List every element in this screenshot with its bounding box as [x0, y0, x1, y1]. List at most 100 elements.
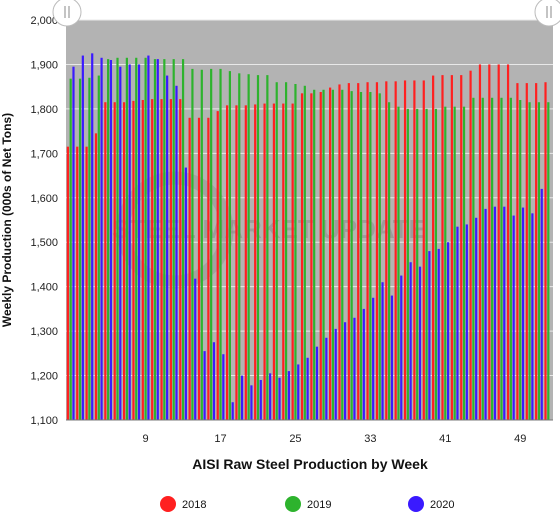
bar-2018[interactable]: [179, 99, 182, 421]
bar-2018[interactable]: [300, 93, 304, 420]
bar-2018[interactable]: [141, 100, 144, 420]
bar-2019[interactable]: [519, 100, 522, 420]
bar-2020[interactable]: [456, 226, 459, 420]
bar-2019[interactable]: [219, 68, 222, 420]
bar-2019[interactable]: [256, 75, 260, 421]
bar-2018[interactable]: [450, 75, 453, 421]
bar-2019[interactable]: [97, 75, 100, 420]
bar-2019[interactable]: [472, 97, 475, 420]
bar-2019[interactable]: [537, 102, 541, 420]
bar-2020[interactable]: [297, 364, 300, 420]
bar-2018[interactable]: [263, 103, 266, 420]
bar-2019[interactable]: [341, 89, 344, 420]
bar-2019[interactable]: [388, 102, 391, 420]
bar-2018[interactable]: [506, 64, 510, 420]
bar-2020[interactable]: [231, 402, 234, 420]
bar-2019[interactable]: [406, 108, 409, 420]
bar-2019[interactable]: [275, 82, 278, 420]
bar-2018[interactable]: [329, 87, 332, 420]
bar-2018[interactable]: [310, 93, 313, 420]
bar-2019[interactable]: [107, 59, 110, 421]
bar-2019[interactable]: [369, 92, 372, 420]
bar-2019[interactable]: [509, 97, 512, 420]
legend-item-2019[interactable]: 2019: [285, 496, 331, 512]
bar-2018[interactable]: [291, 103, 294, 420]
bar-2018[interactable]: [207, 117, 210, 420]
bar-2020[interactable]: [222, 354, 225, 420]
bar-2020[interactable]: [250, 385, 253, 420]
bar-2020[interactable]: [381, 282, 384, 420]
bar-2018[interactable]: [347, 83, 350, 421]
bar-2020[interactable]: [521, 207, 525, 420]
bar-2018[interactable]: [151, 99, 154, 421]
bar-2019[interactable]: [303, 85, 306, 420]
bar-2019[interactable]: [210, 68, 213, 420]
bar-2020[interactable]: [109, 60, 113, 420]
bar-2018[interactable]: [76, 146, 79, 421]
bar-2020[interactable]: [72, 66, 75, 421]
bar-2019[interactable]: [144, 57, 147, 420]
bar-2019[interactable]: [416, 108, 419, 420]
bar-2020[interactable]: [447, 242, 450, 420]
bar-2018[interactable]: [225, 105, 229, 420]
bar-2018[interactable]: [460, 75, 463, 421]
bar-2019[interactable]: [350, 91, 353, 421]
bar-2018[interactable]: [432, 75, 435, 420]
bar-2020[interactable]: [343, 322, 347, 420]
bar-2018[interactable]: [469, 70, 472, 421]
bar-2018[interactable]: [160, 99, 163, 421]
bar-2019[interactable]: [228, 71, 231, 421]
bar-2020[interactable]: [287, 371, 290, 420]
bar-2019[interactable]: [481, 97, 484, 420]
bar-2018[interactable]: [338, 84, 341, 420]
bar-2020[interactable]: [325, 337, 328, 420]
bar-2020[interactable]: [493, 206, 497, 420]
bar-2018[interactable]: [272, 103, 276, 420]
bar-2018[interactable]: [94, 133, 98, 420]
bar-2018[interactable]: [535, 83, 538, 421]
bar-2019[interactable]: [322, 89, 325, 420]
bar-2019[interactable]: [491, 97, 494, 420]
bar-2020[interactable]: [362, 308, 365, 420]
bar-2020[interactable]: [156, 59, 159, 421]
bar-2020[interactable]: [269, 373, 272, 420]
bar-2020[interactable]: [484, 208, 487, 420]
bar-2018[interactable]: [188, 117, 191, 420]
bar-2018[interactable]: [394, 81, 397, 420]
bar-2019[interactable]: [163, 59, 166, 421]
bar-2018[interactable]: [235, 105, 238, 420]
bar-2020[interactable]: [184, 167, 187, 420]
bar-2018[interactable]: [85, 146, 88, 421]
bar-2018[interactable]: [113, 102, 116, 420]
bar-2019[interactable]: [172, 59, 175, 421]
bar-2019[interactable]: [181, 59, 185, 421]
bar-2019[interactable]: [453, 106, 456, 421]
bar-2018[interactable]: [403, 80, 407, 420]
bar-2018[interactable]: [319, 92, 322, 420]
legend-item-2018[interactable]: 2018: [160, 496, 206, 512]
bar-2020[interactable]: [353, 317, 356, 420]
bar-2019[interactable]: [547, 102, 550, 420]
bar-2019[interactable]: [88, 77, 91, 420]
bar-2018[interactable]: [385, 81, 388, 420]
bar-2018[interactable]: [478, 64, 482, 420]
bar-2019[interactable]: [378, 93, 381, 420]
bar-2019[interactable]: [191, 68, 194, 420]
bar-2020[interactable]: [166, 75, 169, 420]
bar-2020[interactable]: [334, 328, 337, 420]
bar-2018[interactable]: [104, 102, 107, 420]
bar-2020[interactable]: [503, 206, 506, 420]
bar-2020[interactable]: [91, 53, 94, 420]
bar-2018[interactable]: [497, 64, 500, 420]
bar-2020[interactable]: [390, 295, 394, 420]
bar-2019[interactable]: [247, 74, 250, 420]
bar-2018[interactable]: [544, 82, 547, 420]
bar-2020[interactable]: [512, 215, 515, 420]
bar-2019[interactable]: [266, 75, 269, 421]
bar-2019[interactable]: [116, 57, 119, 420]
bar-2018[interactable]: [122, 102, 126, 420]
bar-2020[interactable]: [409, 262, 412, 420]
legend-item-2020[interactable]: 2020: [408, 496, 454, 512]
bar-2019[interactable]: [284, 82, 288, 420]
bar-2020[interactable]: [437, 248, 440, 420]
